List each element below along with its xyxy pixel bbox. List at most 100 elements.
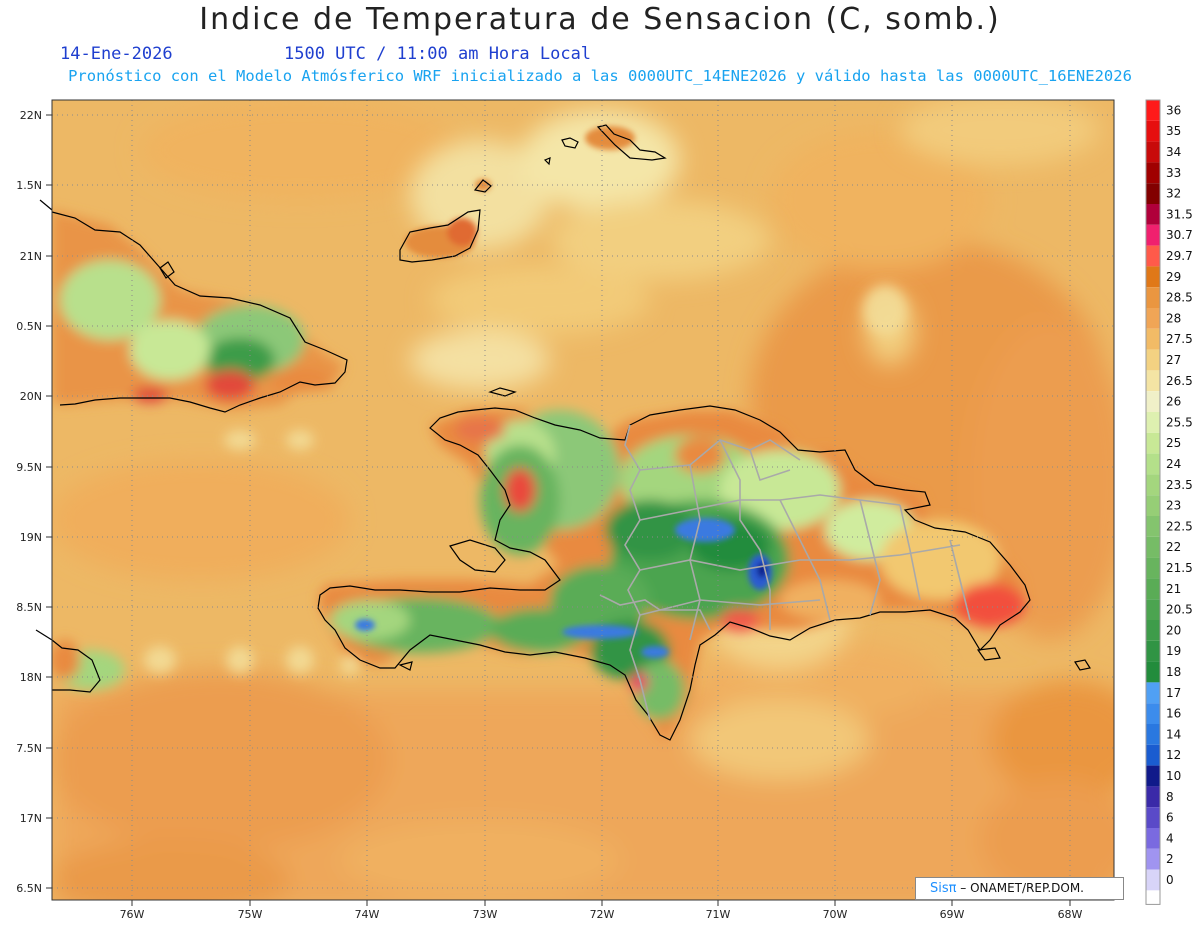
lon-label: 71W	[706, 908, 731, 921]
cuba-field	[52, 210, 345, 690]
lat-label: 7.5N	[16, 742, 42, 755]
colorbar-label: 22	[1166, 540, 1181, 554]
lat-label: 0.5N	[16, 320, 42, 333]
colorbar-swatch	[1146, 120, 1160, 142]
lon-label: 72W	[590, 908, 615, 921]
colorbar-swatch	[1146, 807, 1160, 828]
lon-label: 68W	[1058, 908, 1083, 921]
colorbar-label: 20.5	[1166, 603, 1193, 617]
colorbar-label: 36	[1166, 103, 1181, 117]
colorbar-label: 23.5	[1166, 478, 1193, 492]
colorbar-label: 10	[1166, 769, 1181, 783]
colorbar-swatch	[1146, 308, 1160, 329]
latitude-labels: 22N 1.5N 21N 0.5N 20N 9.5N 19N 8.5N 18N …	[16, 109, 42, 895]
colorbar: 363534333231.530.729.72928.52827.52726.5…	[1145, 99, 1193, 905]
colorbar-swatch	[1146, 204, 1160, 225]
lon-label: 76W	[120, 908, 145, 921]
colorbar-label: 34	[1166, 145, 1181, 159]
colorbar-swatch	[1146, 266, 1160, 288]
lat-label: 1.5N	[16, 179, 42, 192]
colorbar-swatch	[1146, 516, 1160, 537]
lat-label: 8.5N	[16, 601, 42, 614]
colorbar-label: 29	[1166, 270, 1181, 284]
colorbar-swatch	[1146, 183, 1160, 204]
colorbar-swatch	[1146, 848, 1160, 870]
colorbar-swatch	[1146, 724, 1160, 745]
colorbar-swatch	[1146, 287, 1160, 308]
lat-label: 20N	[20, 390, 42, 403]
colorbar-label: 21	[1166, 582, 1181, 596]
colorbar-label: 26	[1166, 395, 1181, 409]
colorbar-label: 18	[1166, 665, 1181, 679]
colorbar-label: 28	[1166, 311, 1181, 325]
lat-label: 18N	[20, 671, 42, 684]
colorbar-label: 35	[1166, 124, 1181, 138]
colorbar-swatch	[1146, 744, 1160, 766]
colorbar-label: 12	[1166, 748, 1181, 762]
temperature-field	[52, 100, 1114, 900]
colorbar-swatch	[1146, 495, 1160, 516]
colorbar-swatch	[1146, 245, 1160, 267]
province-borders	[599, 424, 971, 721]
colorbar-label: 8	[1166, 790, 1174, 804]
colorbar-swatch	[1146, 370, 1160, 392]
colorbar-label: 27.5	[1166, 332, 1193, 346]
colorbar-swatch	[1146, 765, 1160, 787]
colorbar-swatch	[1146, 453, 1160, 475]
colorbar-label: 4	[1166, 831, 1174, 845]
colorbar-swatch	[1146, 578, 1160, 600]
model-run-subtitle: Pronóstico con el Modelo Atmósferico WRF…	[68, 67, 1132, 85]
colorbar-swatch	[1146, 557, 1160, 579]
colorbar-swatch	[1146, 890, 1160, 905]
colorbar-swatch	[1146, 432, 1160, 454]
colorbar-swatch	[1146, 599, 1160, 620]
colorbar-label: 2	[1166, 852, 1174, 866]
coastlines	[35, 124, 1091, 741]
colorbar-swatch	[1146, 661, 1160, 683]
colorbar-label: 17	[1166, 686, 1181, 700]
sispi-logo: Sisπ	[930, 881, 957, 896]
colorbar-label: 22.5	[1166, 519, 1193, 533]
colorbar-label: 32	[1166, 187, 1181, 201]
colorbar-label: 24	[1166, 457, 1181, 471]
colorbar-swatch	[1146, 620, 1160, 641]
colorbar-swatch	[1146, 391, 1160, 412]
lat-label: 6.5N	[16, 882, 42, 895]
colorbar-label: 29.7	[1166, 249, 1193, 263]
colorbar-swatch	[1146, 682, 1160, 704]
map-title: Indice de Temperatura de Sensacion (C, s…	[199, 2, 1001, 37]
colorbar-label: 16	[1166, 707, 1181, 721]
lon-label: 75W	[238, 908, 263, 921]
longitude-labels: 76W 75W 74W 73W 72W 71W 70W 69W 68W	[120, 908, 1083, 921]
forecast-time: 1500 UTC / 11:00 am Hora Local	[284, 44, 592, 64]
colorbar-swatch	[1146, 162, 1160, 184]
colorbar-swatch	[1146, 349, 1160, 371]
lat-label: 19N	[20, 531, 42, 544]
colorbar-label: 23	[1166, 499, 1181, 513]
colorbar-swatch	[1146, 100, 1160, 121]
lon-label: 69W	[940, 908, 965, 921]
lat-label: 17N	[20, 812, 42, 825]
lat-label: 21N	[20, 250, 42, 263]
colorbar-label: 31.5	[1166, 207, 1193, 221]
colorbar-label: 6	[1166, 811, 1174, 825]
lon-label: 73W	[473, 908, 498, 921]
colorbar-swatch	[1146, 786, 1160, 808]
colorbar-swatch	[1146, 474, 1160, 496]
colorbar-label: 0	[1166, 873, 1174, 887]
colorbar-swatch	[1146, 828, 1160, 849]
colorbar-label: 14	[1166, 727, 1181, 741]
colorbar-label: 21.5	[1166, 561, 1193, 575]
lon-label: 70W	[823, 908, 848, 921]
colorbar-label: 28.5	[1166, 291, 1193, 305]
colorbar-label: 19	[1166, 644, 1181, 658]
lon-label: 74W	[355, 908, 380, 921]
colorbar-label: 25	[1166, 436, 1181, 450]
colorbar-swatch	[1146, 328, 1160, 350]
colorbar-label: 20	[1166, 623, 1181, 637]
colorbar-frame	[1145, 99, 1161, 905]
colorbar-swatch	[1146, 703, 1160, 724]
colorbar-swatch	[1146, 412, 1160, 433]
colorbar-label: 25.5	[1166, 415, 1193, 429]
